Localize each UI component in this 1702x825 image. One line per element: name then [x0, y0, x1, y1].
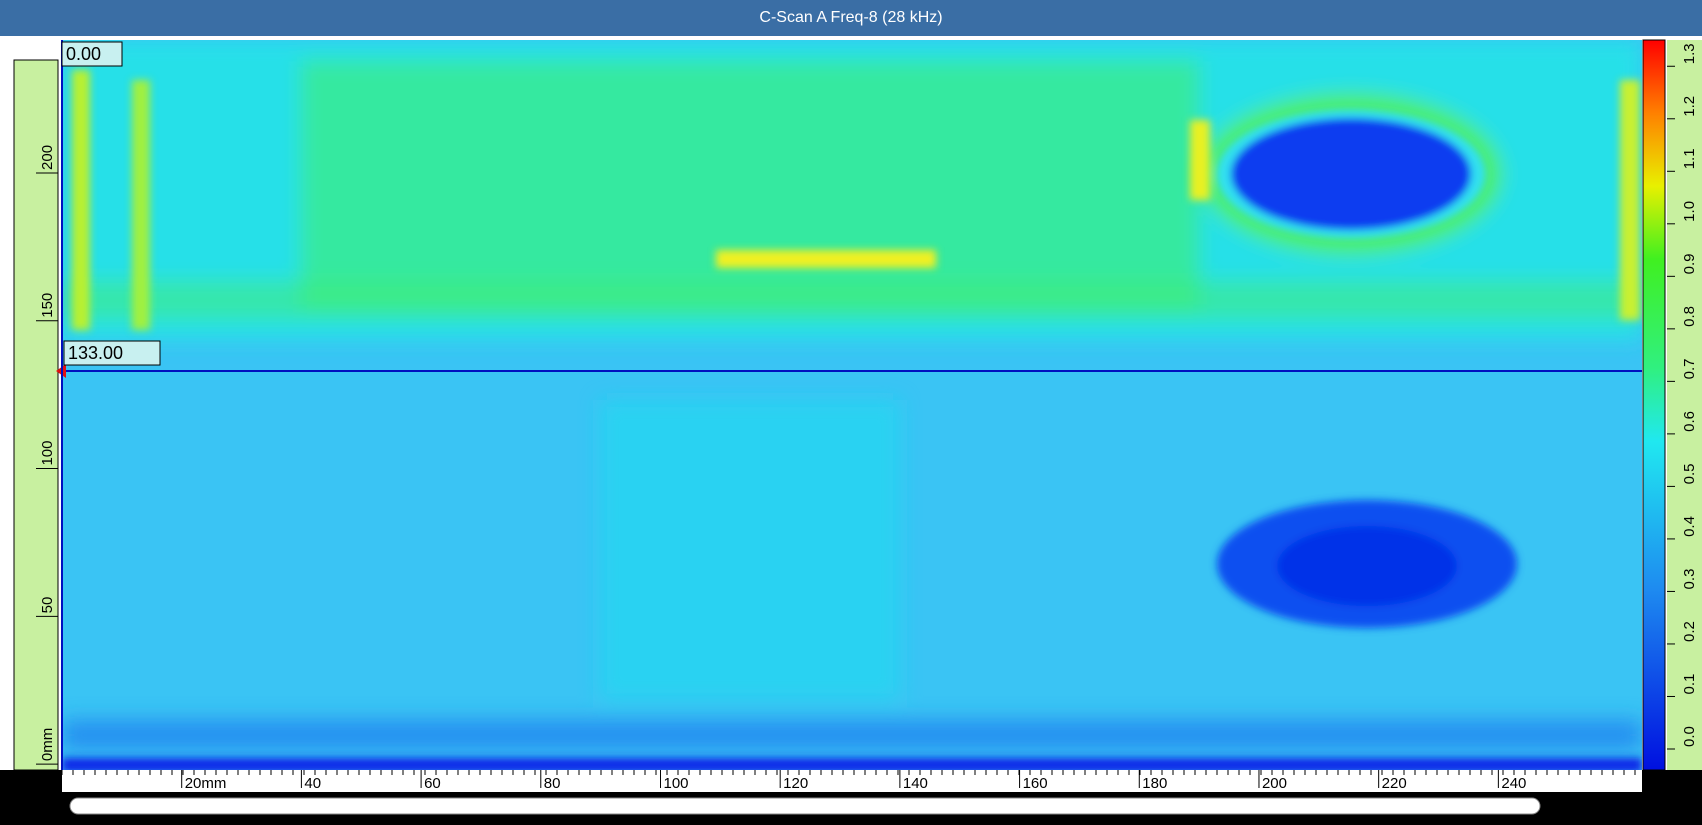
color-tick-label: 0.1: [1681, 674, 1698, 695]
color-ruler: [1667, 40, 1702, 770]
scan-image: [62, 40, 1642, 770]
color-tick-label: 0.3: [1681, 569, 1698, 590]
color-tick-label: 0.8: [1681, 306, 1698, 327]
x-tick-label: 200: [1262, 775, 1287, 792]
x-tick-label: 240: [1501, 775, 1526, 792]
x-tick-label: 140: [903, 775, 928, 792]
y-tick-label: 100: [39, 441, 56, 466]
color-tick-label: 0.2: [1681, 621, 1698, 642]
color-tick-label: 0.4: [1681, 516, 1698, 537]
y-tick-label: 200: [39, 145, 56, 170]
color-tick-label: 0.9: [1681, 253, 1698, 274]
y-tick-label: 50: [39, 597, 56, 614]
x-tick-label: 160: [1023, 775, 1048, 792]
color-tick-label: 0.7: [1681, 359, 1698, 380]
y-cursor-label-box: [63, 340, 161, 366]
color-bar: [1642, 39, 1666, 771]
x-tick-label: 220: [1382, 775, 1407, 792]
x-tick-label: 120: [783, 775, 808, 792]
x-ruler: [62, 770, 1642, 792]
y-tick-label: 150: [39, 293, 56, 318]
color-tick-label: 1.2: [1681, 96, 1698, 117]
x-tick-label: 60: [424, 775, 441, 792]
x-tick-label: 100: [663, 775, 688, 792]
x-tick-label: 40: [304, 775, 321, 792]
color-tick-label: 0.0: [1681, 726, 1698, 747]
color-tick-label: 0.6: [1681, 411, 1698, 432]
color-tick-label: 1.3: [1681, 43, 1698, 64]
scrollbar[interactable]: [69, 797, 1541, 815]
color-tick-label: 0.5: [1681, 464, 1698, 485]
color-tick-label: 1.1: [1681, 148, 1698, 169]
x-tick-label: 180: [1142, 775, 1167, 792]
x-tick-label: 80: [544, 775, 561, 792]
color-tick-label: 1.0: [1681, 201, 1698, 222]
y-cursor-label: 133.00: [68, 343, 123, 363]
x-cursor-label-box: [61, 41, 123, 67]
window-title: C-Scan A Freq-8 (28 kHz): [759, 9, 942, 26]
y-tick-label: 0mm: [39, 728, 56, 761]
title-bar: [0, 0, 1702, 36]
x-cursor-label: 0.00: [66, 44, 101, 64]
x-tick-label: 20mm: [185, 775, 227, 792]
